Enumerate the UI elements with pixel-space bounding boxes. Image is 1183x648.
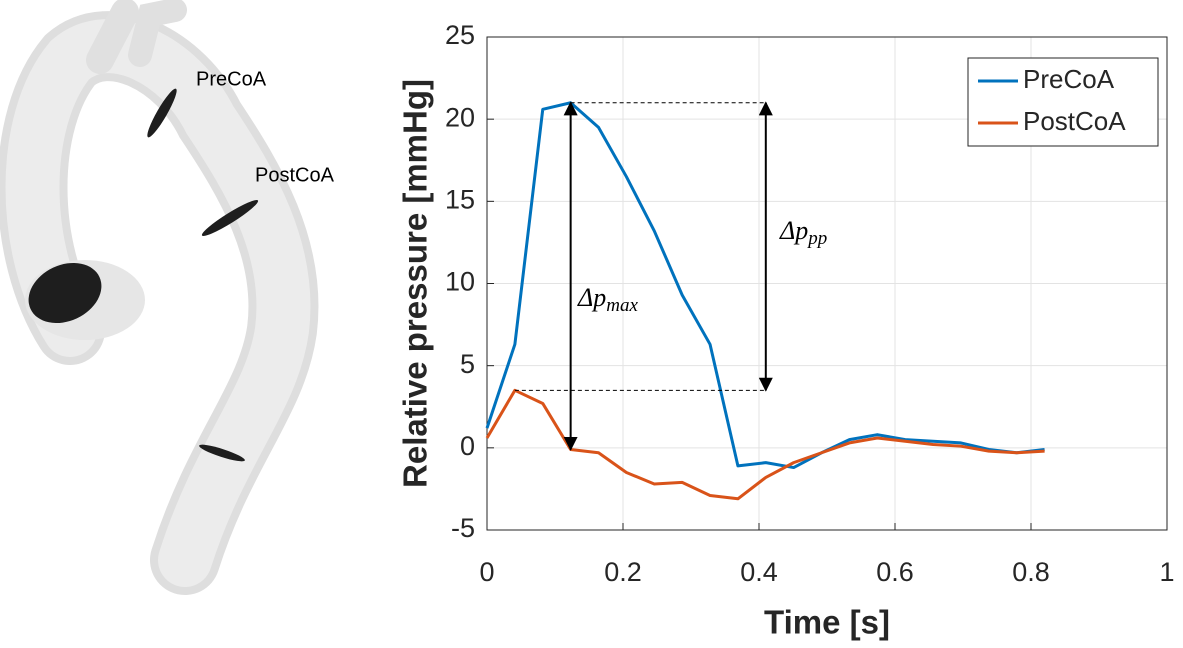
x-tick-label: 0 (479, 557, 494, 587)
data-line (485, 388, 1045, 501)
y-tick-label: 25 (445, 20, 475, 50)
annotation-subscript: max (606, 295, 638, 316)
x-tick-label: 0.2 (604, 557, 642, 587)
y-axis-label: Relative pressure [mmHg] (397, 79, 434, 488)
anatomy-label: PreCoA (196, 68, 267, 90)
axes-box (486, 36, 1168, 531)
legend-label: PostCoA (1023, 106, 1126, 136)
x-tick-label: 0.6 (876, 557, 914, 587)
x-tick-label: 1 (1159, 557, 1174, 587)
y-tick-label: 0 (460, 431, 475, 461)
y-tick-label: 5 (460, 349, 475, 379)
annotation-subscript: pp (806, 228, 827, 249)
y-tick-label: 10 (445, 267, 475, 297)
y-tick-label: 20 (445, 102, 475, 132)
legend-box (967, 57, 1159, 147)
x-tick-label: 0.8 (1012, 557, 1050, 587)
aorta-model: PreCoA PostCoA (0, 0, 335, 595)
annotation: Δpmax (577, 283, 638, 316)
annotation-symbol: Δp (577, 283, 606, 312)
x-axis-label: Time [s] (764, 604, 890, 641)
y-tick-label: -5 (451, 513, 475, 543)
x-tick-label: 0.4 (740, 557, 778, 587)
legend-label: PreCoA (1023, 64, 1115, 94)
anatomy-label: PostCoA (255, 164, 335, 186)
data-line (485, 101, 1045, 470)
annotation: Δppp (779, 216, 827, 249)
annotation-symbol: Δp (779, 216, 808, 245)
y-tick-label: 15 (445, 184, 475, 214)
